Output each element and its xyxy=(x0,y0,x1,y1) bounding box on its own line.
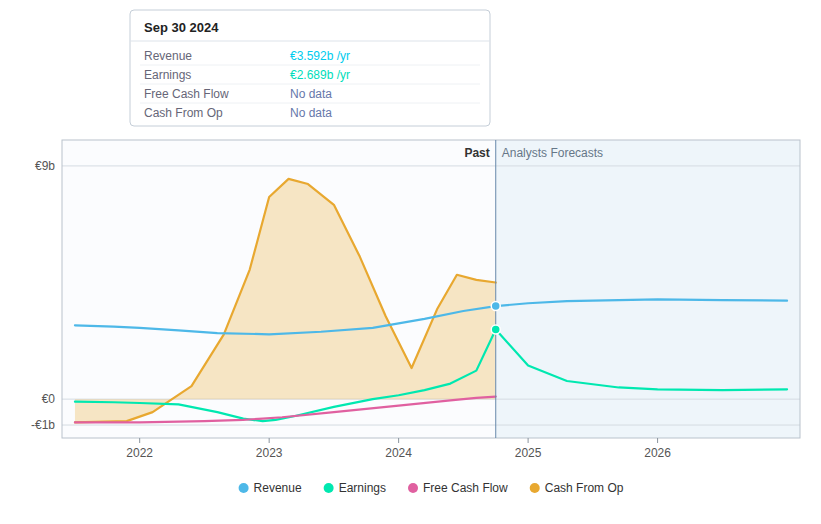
x-tick xyxy=(528,438,529,443)
legend-label: Cash From Op xyxy=(545,481,624,495)
tooltip-value: No data xyxy=(290,106,332,120)
tooltip-value: No data xyxy=(290,87,332,101)
legend-item: Cash From Op xyxy=(530,481,624,495)
forecast-region xyxy=(496,140,800,438)
regions xyxy=(496,140,800,438)
tooltip-label: Revenue xyxy=(144,49,192,63)
x-tick xyxy=(657,438,658,443)
x-tick-label: 2022 xyxy=(126,446,153,460)
grid-line xyxy=(62,165,800,166)
tooltip-label: Earnings xyxy=(144,68,191,82)
plot-background xyxy=(62,140,800,438)
tooltip-value: €3.592b /yr xyxy=(290,49,350,63)
highlight-point xyxy=(491,302,500,311)
grid-line xyxy=(62,425,800,426)
tooltip-label: Cash From Op xyxy=(144,106,223,120)
legend-swatch xyxy=(408,483,418,493)
series-group xyxy=(75,179,787,423)
area-fill xyxy=(75,179,496,423)
x-tick xyxy=(398,438,399,443)
tooltip-separator xyxy=(130,41,490,42)
series-line xyxy=(75,179,496,423)
x-tick xyxy=(139,438,140,443)
tooltip-value: €2.689b /yr xyxy=(290,68,350,82)
legend-swatch xyxy=(239,483,249,493)
region-label: Past xyxy=(464,146,489,160)
legend-label: Earnings xyxy=(339,481,386,495)
legend-swatch xyxy=(324,483,334,493)
tooltip: Sep 30 2024 Revenue €3.592b /yr Earnings €2.… xyxy=(130,10,490,126)
series-line xyxy=(75,299,787,334)
plot-frame xyxy=(62,140,800,438)
x-tick-label: 2023 xyxy=(256,446,283,460)
series-line xyxy=(75,329,787,421)
x-tick-label: 2026 xyxy=(644,446,671,460)
y-axis: -€1b €0 €9b xyxy=(31,159,800,432)
legend-item: Free Cash Flow xyxy=(408,481,508,495)
tooltip-label: Free Cash Flow xyxy=(144,87,229,101)
legend: Revenue Earnings Free Cash Flow Cash From O… xyxy=(239,481,624,495)
tooltip-box xyxy=(130,10,490,126)
series-line xyxy=(75,397,496,423)
tooltip-row-separator xyxy=(140,84,480,85)
legend-label: Free Cash Flow xyxy=(423,481,508,495)
chart: -€1b €0 €9b 2022 2023 2024 2025 2026 Past Analyst… xyxy=(0,0,821,524)
tooltip-title: Sep 30 2024 xyxy=(144,20,219,35)
y-tick-label: -€1b xyxy=(31,418,55,432)
y-tick-label: €0 xyxy=(42,392,56,406)
x-axis: 2022 2023 2024 2025 2026 xyxy=(126,438,671,460)
annotations: Past Analysts Forecasts xyxy=(464,140,603,438)
x-tick-label: 2024 xyxy=(385,446,412,460)
y-tick-label: €9b xyxy=(35,159,55,173)
x-tick xyxy=(269,438,270,443)
x-tick-label: 2025 xyxy=(515,446,542,460)
highlight-point xyxy=(491,325,500,334)
legend-item: Revenue xyxy=(239,481,302,495)
divider-line xyxy=(495,140,496,438)
region-label: Analysts Forecasts xyxy=(502,146,603,160)
tooltip-row-separator xyxy=(140,103,480,104)
legend-swatch xyxy=(530,483,540,493)
legend-label: Revenue xyxy=(254,481,302,495)
tooltip-row-separator xyxy=(140,65,480,66)
legend-item: Earnings xyxy=(324,481,386,495)
